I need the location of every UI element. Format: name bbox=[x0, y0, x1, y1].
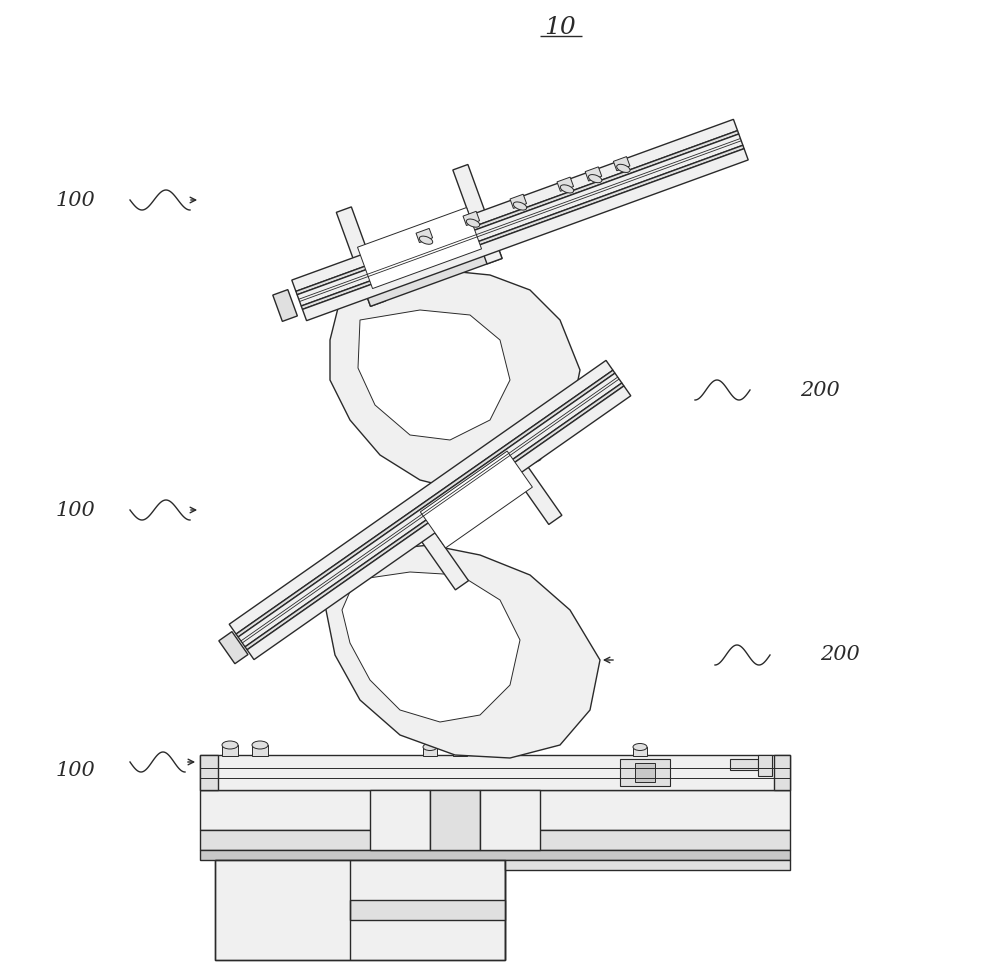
Polygon shape bbox=[200, 850, 790, 860]
Text: 10: 10 bbox=[544, 17, 576, 40]
Polygon shape bbox=[398, 499, 469, 590]
Polygon shape bbox=[358, 310, 510, 440]
Polygon shape bbox=[252, 745, 268, 756]
Polygon shape bbox=[453, 165, 502, 264]
Polygon shape bbox=[620, 759, 670, 786]
Polygon shape bbox=[336, 206, 386, 307]
Polygon shape bbox=[416, 229, 433, 243]
Ellipse shape bbox=[617, 165, 630, 172]
Polygon shape bbox=[420, 451, 532, 548]
Polygon shape bbox=[238, 373, 622, 647]
Ellipse shape bbox=[513, 202, 527, 210]
Ellipse shape bbox=[252, 741, 268, 749]
Polygon shape bbox=[273, 289, 297, 321]
Polygon shape bbox=[215, 860, 505, 960]
Polygon shape bbox=[633, 747, 647, 756]
Polygon shape bbox=[758, 755, 772, 776]
Polygon shape bbox=[302, 149, 748, 320]
Polygon shape bbox=[297, 134, 743, 306]
Ellipse shape bbox=[419, 236, 433, 244]
Polygon shape bbox=[774, 755, 790, 790]
Text: 100: 100 bbox=[55, 191, 95, 209]
Polygon shape bbox=[342, 572, 520, 722]
Text: 100: 100 bbox=[55, 761, 95, 779]
Polygon shape bbox=[200, 755, 790, 790]
Polygon shape bbox=[200, 830, 790, 850]
Ellipse shape bbox=[588, 174, 602, 183]
Polygon shape bbox=[219, 631, 248, 663]
Polygon shape bbox=[365, 244, 502, 307]
Polygon shape bbox=[730, 759, 758, 770]
Ellipse shape bbox=[423, 743, 437, 751]
Polygon shape bbox=[510, 194, 527, 208]
Polygon shape bbox=[229, 360, 613, 634]
Polygon shape bbox=[635, 763, 655, 782]
Text: 200: 200 bbox=[820, 646, 860, 664]
Ellipse shape bbox=[453, 743, 467, 751]
Polygon shape bbox=[463, 211, 480, 226]
Ellipse shape bbox=[483, 743, 497, 751]
Polygon shape bbox=[453, 747, 467, 756]
Polygon shape bbox=[200, 790, 790, 830]
Polygon shape bbox=[247, 386, 631, 659]
Text: 100: 100 bbox=[55, 501, 95, 519]
Polygon shape bbox=[483, 747, 497, 756]
Polygon shape bbox=[236, 370, 615, 637]
Polygon shape bbox=[245, 383, 624, 650]
Polygon shape bbox=[292, 120, 738, 291]
Polygon shape bbox=[480, 790, 540, 850]
Polygon shape bbox=[557, 177, 574, 191]
Ellipse shape bbox=[633, 743, 647, 751]
Polygon shape bbox=[585, 167, 602, 181]
Ellipse shape bbox=[560, 185, 574, 193]
Polygon shape bbox=[330, 270, 580, 490]
Polygon shape bbox=[505, 860, 790, 870]
Polygon shape bbox=[491, 433, 562, 524]
Ellipse shape bbox=[466, 219, 480, 227]
Polygon shape bbox=[423, 747, 437, 756]
Polygon shape bbox=[370, 790, 430, 850]
Text: 200: 200 bbox=[800, 381, 840, 399]
Polygon shape bbox=[222, 745, 238, 756]
Ellipse shape bbox=[222, 741, 238, 749]
Polygon shape bbox=[325, 545, 600, 758]
Polygon shape bbox=[358, 207, 482, 288]
Polygon shape bbox=[613, 157, 630, 170]
Polygon shape bbox=[301, 145, 744, 310]
Polygon shape bbox=[200, 755, 218, 790]
Polygon shape bbox=[398, 433, 514, 521]
Polygon shape bbox=[430, 790, 480, 850]
Polygon shape bbox=[296, 131, 739, 295]
Polygon shape bbox=[350, 900, 505, 920]
